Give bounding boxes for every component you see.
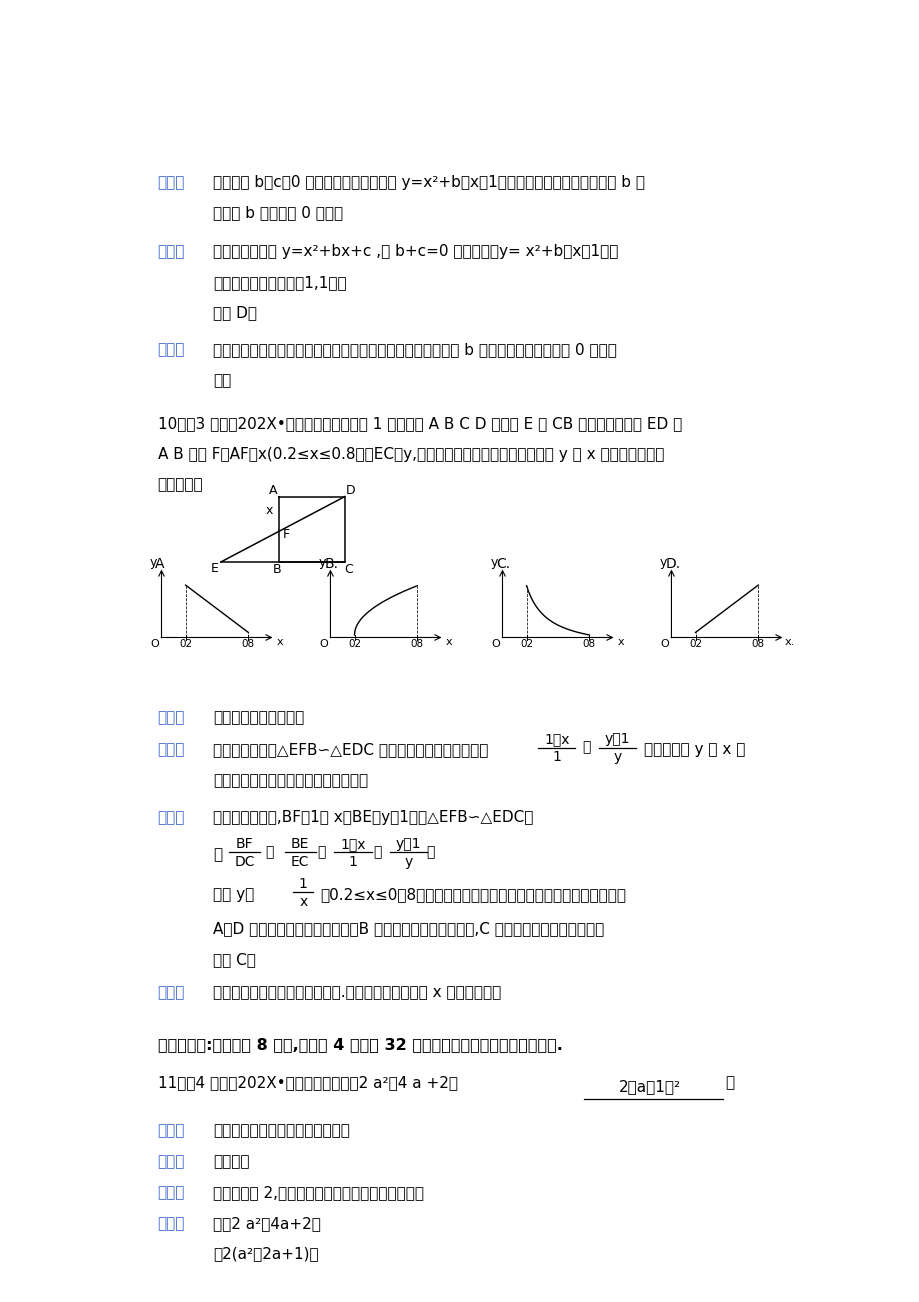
Text: 提公因式法与公式法的综合运用．: 提公因式法与公式法的综合运用． — [213, 1124, 350, 1138]
Text: x: x — [617, 637, 624, 647]
Text: ＝2(a²－2a+1)，: ＝2(a²－2a+1)， — [213, 1246, 319, 1262]
Text: 02: 02 — [688, 639, 701, 650]
Text: ＝: ＝ — [582, 741, 590, 755]
Text: 2（a－1）²: 2（a－1）² — [618, 1079, 680, 1094]
Text: ，从而得到 y 与 x 之: ，从而得到 y 与 x 之 — [643, 742, 745, 758]
Text: y: y — [319, 556, 326, 569]
Text: （0.2≤x≤0．8），该函数图象是位于第一象限的双曲线的一部分．: （0.2≤x≤0．8），该函数图象是位于第一象限的双曲线的一部分． — [320, 887, 626, 902]
Text: O: O — [319, 639, 327, 650]
Text: x: x — [277, 637, 283, 647]
Text: C: C — [344, 564, 353, 577]
Text: ，: ， — [425, 845, 434, 859]
Text: B: B — [273, 564, 281, 577]
Text: 11．（4 分）（202X•白银）分解因式：2 a²－4 a +2＝: 11．（4 分）（202X•白银）分解因式：2 a²－4 a +2＝ — [157, 1075, 457, 1091]
Text: 解．: 解． — [213, 374, 232, 388]
Text: 动点问题的函数图象．: 动点问题的函数图象． — [213, 710, 304, 725]
Text: x.: x. — [784, 637, 794, 647]
Text: 先提公因式 2,再利用完全平方公式分解因式即可．: 先提公因式 2,再利用完全平方公式分解因式即可． — [213, 1185, 424, 1200]
Text: F: F — [283, 527, 289, 540]
Text: E: E — [210, 561, 219, 574]
Text: y: y — [404, 854, 413, 868]
Text: C.: C. — [495, 557, 510, 572]
Text: 分析：: 分析： — [157, 742, 185, 758]
Text: 本题考查了二次函数与系数的关系，在这里解定点问题，应把 b 当做变量，令其系数为 0 进行求: 本题考查了二次函数与系数的关系，在这里解定点问题，应把 b 当做变量，令其系数为… — [213, 342, 617, 358]
Text: 02: 02 — [519, 639, 532, 650]
Text: EC: EC — [290, 854, 309, 868]
Text: 08: 08 — [751, 639, 764, 650]
Text: D.: D. — [664, 557, 680, 572]
Text: 间函数关系式，从而推知该函数图象．: 间函数关系式，从而推知该函数图象． — [213, 773, 369, 788]
Text: O: O — [660, 639, 668, 650]
Text: 点评：: 点评： — [157, 984, 185, 1000]
Text: y－1: y－1 — [395, 837, 421, 850]
Text: 此题可将 b＋c＝0 代入二次函数，变形得 y=x²+b（x－1），若图象一定过某点，则与 b 无: 此题可将 b＋c＝0 代入二次函数，变形得 y=x²+b（x－1），若图象一定过… — [213, 174, 645, 190]
Text: y: y — [612, 750, 620, 764]
Text: A: A — [268, 484, 277, 497]
Text: 02: 02 — [179, 639, 192, 650]
Text: 即: 即 — [317, 845, 325, 859]
Text: ．: ． — [724, 1075, 733, 1091]
Text: B.: B. — [323, 557, 338, 572]
Text: 解：根据题意知,BF＝1－ x，BE＝y－1，且△EFB∽△EDC，: 解：根据题意知,BF＝1－ x，BE＝y－1，且△EFB∽△EDC， — [213, 810, 533, 825]
Text: 则它的图象一定过点（1,1）．: 则它的图象一定过点（1,1）． — [213, 275, 346, 290]
Text: ＝: ＝ — [373, 845, 381, 859]
Text: 08: 08 — [410, 639, 424, 650]
Text: 解答：: 解答： — [157, 1216, 185, 1230]
Text: BE: BE — [290, 837, 309, 850]
Text: 是（　　）: 是（ ） — [157, 478, 203, 492]
Text: O: O — [150, 639, 159, 650]
Text: x: x — [266, 504, 273, 517]
Text: 解答：: 解答： — [157, 810, 185, 825]
Text: D: D — [346, 484, 356, 497]
Text: ＝: ＝ — [265, 845, 273, 859]
Text: 08: 08 — [582, 639, 596, 650]
Text: 计算题．: 计算题． — [213, 1154, 250, 1169]
Text: 关，令 b 的系数为 0 即可．: 关，令 b 的系数为 0 即可． — [213, 206, 343, 220]
Text: x: x — [299, 894, 307, 909]
Text: y－1: y－1 — [604, 732, 630, 746]
Text: 分析：: 分析： — [157, 174, 185, 190]
Text: 本题考查了动点问题的函数图象.解题时，注意自变量 x 的取值范围．: 本题考查了动点问题的函数图象.解题时，注意自变量 x 的取值范围． — [213, 984, 501, 1000]
Text: 10．（3 分）（202X•白银）如图，边长为 1 的正方形 A B C D 中，点 E 在 CB 延长线上，连接 ED 交: 10．（3 分）（202X•白银）如图，边长为 1 的正方形 A B C D 中… — [157, 415, 681, 431]
Text: 专题：: 专题： — [157, 1154, 185, 1169]
Text: 通过相似三角形△EFB∽△EDC 的对应边成比例列出比例式: 通过相似三角形△EFB∽△EDC 的对应边成比例列出比例式 — [213, 742, 488, 758]
Text: 1: 1 — [551, 750, 561, 764]
Text: O: O — [491, 639, 499, 650]
Text: 分析：: 分析： — [157, 1185, 185, 1200]
Text: 1: 1 — [299, 876, 308, 891]
Text: 解：对二次函数 y=x²+bx+c ,将 b+c=0 代入可得：y= x²+b（x－1），: 解：对二次函数 y=x²+bx+c ,将 b+c=0 代入可得：y= x²+b（… — [213, 243, 618, 259]
Text: 解答：: 解答： — [157, 243, 185, 259]
Text: A、D 的图象都是直线的一部分，B 的图象是抛物线的一部分,C 的图象是双曲线的一部分．: A、D 的图象都是直线的一部分，B 的图象是抛物线的一部分,C 的图象是双曲线的… — [213, 922, 604, 936]
Text: 1－x: 1－x — [340, 837, 365, 850]
Text: 1: 1 — [348, 854, 357, 868]
Text: A: A — [155, 557, 165, 572]
Text: 故选 D．: 故选 D． — [213, 306, 257, 320]
Text: 08: 08 — [242, 639, 255, 650]
Text: 点评：: 点评： — [157, 342, 185, 358]
Text: 1－x: 1－x — [543, 732, 569, 746]
Text: 考点：: 考点： — [157, 1124, 185, 1138]
Text: 考点：: 考点： — [157, 710, 185, 725]
Text: 二、填空题:本大题共 8 小题,每小题 4 分，共 32 分．把答案写在答题卡中的横线上.: 二、填空题:本大题共 8 小题,每小题 4 分，共 32 分．把答案写在答题卡中… — [157, 1038, 562, 1052]
Text: DC: DC — [234, 854, 255, 868]
Text: 02: 02 — [347, 639, 360, 650]
Text: y: y — [491, 556, 498, 569]
Text: 所以 y＝: 所以 y＝ — [213, 887, 255, 902]
Text: 解：2 a²－4a+2，: 解：2 a²－4a+2， — [213, 1216, 321, 1230]
Text: A B 于点 F，AF＝x(0.2≤x≤0.8），EC＝y,则在下面函数图象中，大致能反映 y 与 x 之间函数关系的: A B 于点 F，AF＝x(0.2≤x≤0.8），EC＝y,则在下面函数图象中，… — [157, 447, 664, 461]
Text: 故选 C．: 故选 C． — [213, 953, 256, 967]
Text: x: x — [445, 637, 452, 647]
Text: BF: BF — [235, 837, 253, 850]
Text: y: y — [659, 556, 666, 569]
Text: y: y — [150, 556, 157, 569]
Text: 则: 则 — [213, 846, 222, 862]
